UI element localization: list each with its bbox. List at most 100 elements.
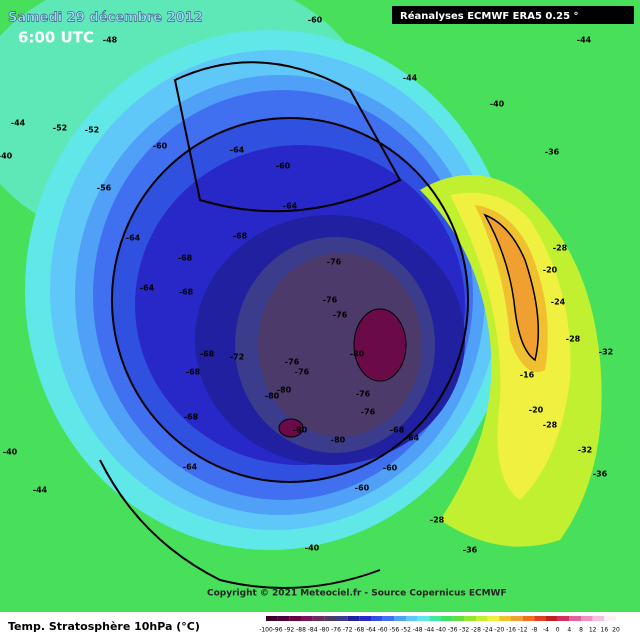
contour-label: -28 <box>543 421 558 430</box>
contour-label: -76 <box>295 368 310 377</box>
contour-label: -44 <box>577 36 592 45</box>
contour-label: -64 <box>283 202 298 211</box>
contour-label: -52 <box>85 126 99 135</box>
scale-label: 12 <box>589 627 597 634</box>
contour-label: -36 <box>593 470 608 479</box>
scale-swatch <box>487 616 500 621</box>
contour-label: -44 <box>11 119 26 128</box>
scale-swatch <box>604 616 616 621</box>
scale-label: -92 <box>284 627 294 634</box>
contour-label: -76 <box>333 311 348 320</box>
scale-label: -68 <box>354 627 364 634</box>
source-box <box>392 6 634 24</box>
scale-swatch <box>406 616 418 621</box>
scale-label: 16 <box>601 627 609 634</box>
scale-swatch <box>312 616 325 621</box>
scale-swatch <box>511 616 523 621</box>
contour-label: -76 <box>356 390 371 399</box>
scale-swatch <box>289 616 301 621</box>
scale-label: -60 <box>378 627 388 634</box>
scale-label: -20 <box>494 627 504 634</box>
contour-label: -76 <box>327 258 342 267</box>
contour-label: -60 <box>383 464 398 473</box>
zone <box>353 308 407 382</box>
color-scale: -100 -96 -92 -88 -84 -80 -76 -72 -68 -64 -60 -56 -52… <box>259 616 620 634</box>
coastline <box>99 459 381 589</box>
contour-label: -36 <box>463 546 478 555</box>
contour-label: -40 <box>3 448 18 457</box>
contour-label: -68 <box>184 413 199 422</box>
scale-label: -24 <box>483 627 493 634</box>
scale-label: -88 <box>296 627 306 634</box>
scale-swatch <box>476 616 488 621</box>
zone <box>450 192 571 500</box>
contour-label: -76 <box>285 358 300 367</box>
field-name: Temp. Stratosphère 10hPa (°C) <box>8 620 200 633</box>
contour-label: -64 <box>126 234 141 243</box>
scale-swatch <box>452 616 465 621</box>
contour-label: -52 <box>53 124 67 133</box>
contour-label: -44 <box>403 74 418 83</box>
contour-label: -20 <box>543 266 558 275</box>
scale-label: -52 <box>401 627 411 634</box>
contour-label: -48 <box>103 36 118 45</box>
contour-label: -40 <box>0 152 13 161</box>
zone <box>483 213 540 362</box>
scale-swatch <box>324 616 336 621</box>
scale-swatch <box>336 616 348 621</box>
scale-swatch <box>522 616 535 621</box>
scale-label: -16 <box>506 627 516 634</box>
contour-label: -28 <box>553 244 568 253</box>
coastline <box>173 61 402 213</box>
scale-swatch <box>359 616 371 621</box>
contour-label: -60 <box>308 16 323 25</box>
contour-label: -20 <box>529 406 544 415</box>
scale-label: -36 <box>448 627 458 634</box>
scale-swatch <box>441 616 453 621</box>
contour <box>111 117 469 483</box>
copyright: Copyright © 2021 Meteociel.fr - Source C… <box>207 589 507 599</box>
scale-label: -48 <box>413 627 423 634</box>
scale-swatch <box>546 616 558 621</box>
scale-swatch <box>464 616 476 621</box>
scale-label: 0 <box>556 627 560 634</box>
contour-label: -68 <box>200 350 215 359</box>
time: 6:00 UTC <box>18 29 94 47</box>
contour-label: -32 <box>578 446 592 455</box>
scale-swatch <box>592 616 605 621</box>
contour-label: -60 <box>355 484 370 493</box>
scale-label: -4 <box>543 627 549 634</box>
contour-label: -60 <box>276 162 291 171</box>
contour-label: -68 <box>186 368 201 377</box>
contour-label: -64 <box>183 463 198 472</box>
scale-label: -80 <box>319 627 329 634</box>
contour-label: -40 <box>490 100 505 109</box>
scale-swatch <box>347 616 360 621</box>
scale-swatch <box>429 616 441 621</box>
scale-label: -76 <box>331 627 341 634</box>
contour-label: -28 <box>430 516 445 525</box>
scale-label: -12 <box>518 627 528 634</box>
scale-swatch <box>382 616 395 621</box>
contour-label: -80 <box>350 350 365 359</box>
contour-label: -72 <box>230 353 244 362</box>
scale-label: -32 <box>459 627 469 634</box>
scale-swatch <box>371 616 383 621</box>
contour-label: -16 <box>520 371 535 380</box>
contour-label: -80 <box>331 436 346 445</box>
contour-label: -76 <box>361 408 376 417</box>
contour-label: -68 <box>233 232 248 241</box>
contour-label: -32 <box>599 348 613 357</box>
scale-label: -64 <box>366 627 376 634</box>
zone <box>278 418 304 438</box>
contour-label: -64 <box>140 284 155 293</box>
contour-label: -80 <box>277 386 292 395</box>
contour-label: -56 <box>97 184 112 193</box>
scale-label: -56 <box>389 627 399 634</box>
contour-label: -68 <box>178 254 193 263</box>
title: Samedi 29 décembre 2012 <box>8 11 203 26</box>
scale-label: 4 <box>567 627 571 634</box>
source: Réanalyses ECMWF ERA5 0.25 ° <box>400 10 579 22</box>
